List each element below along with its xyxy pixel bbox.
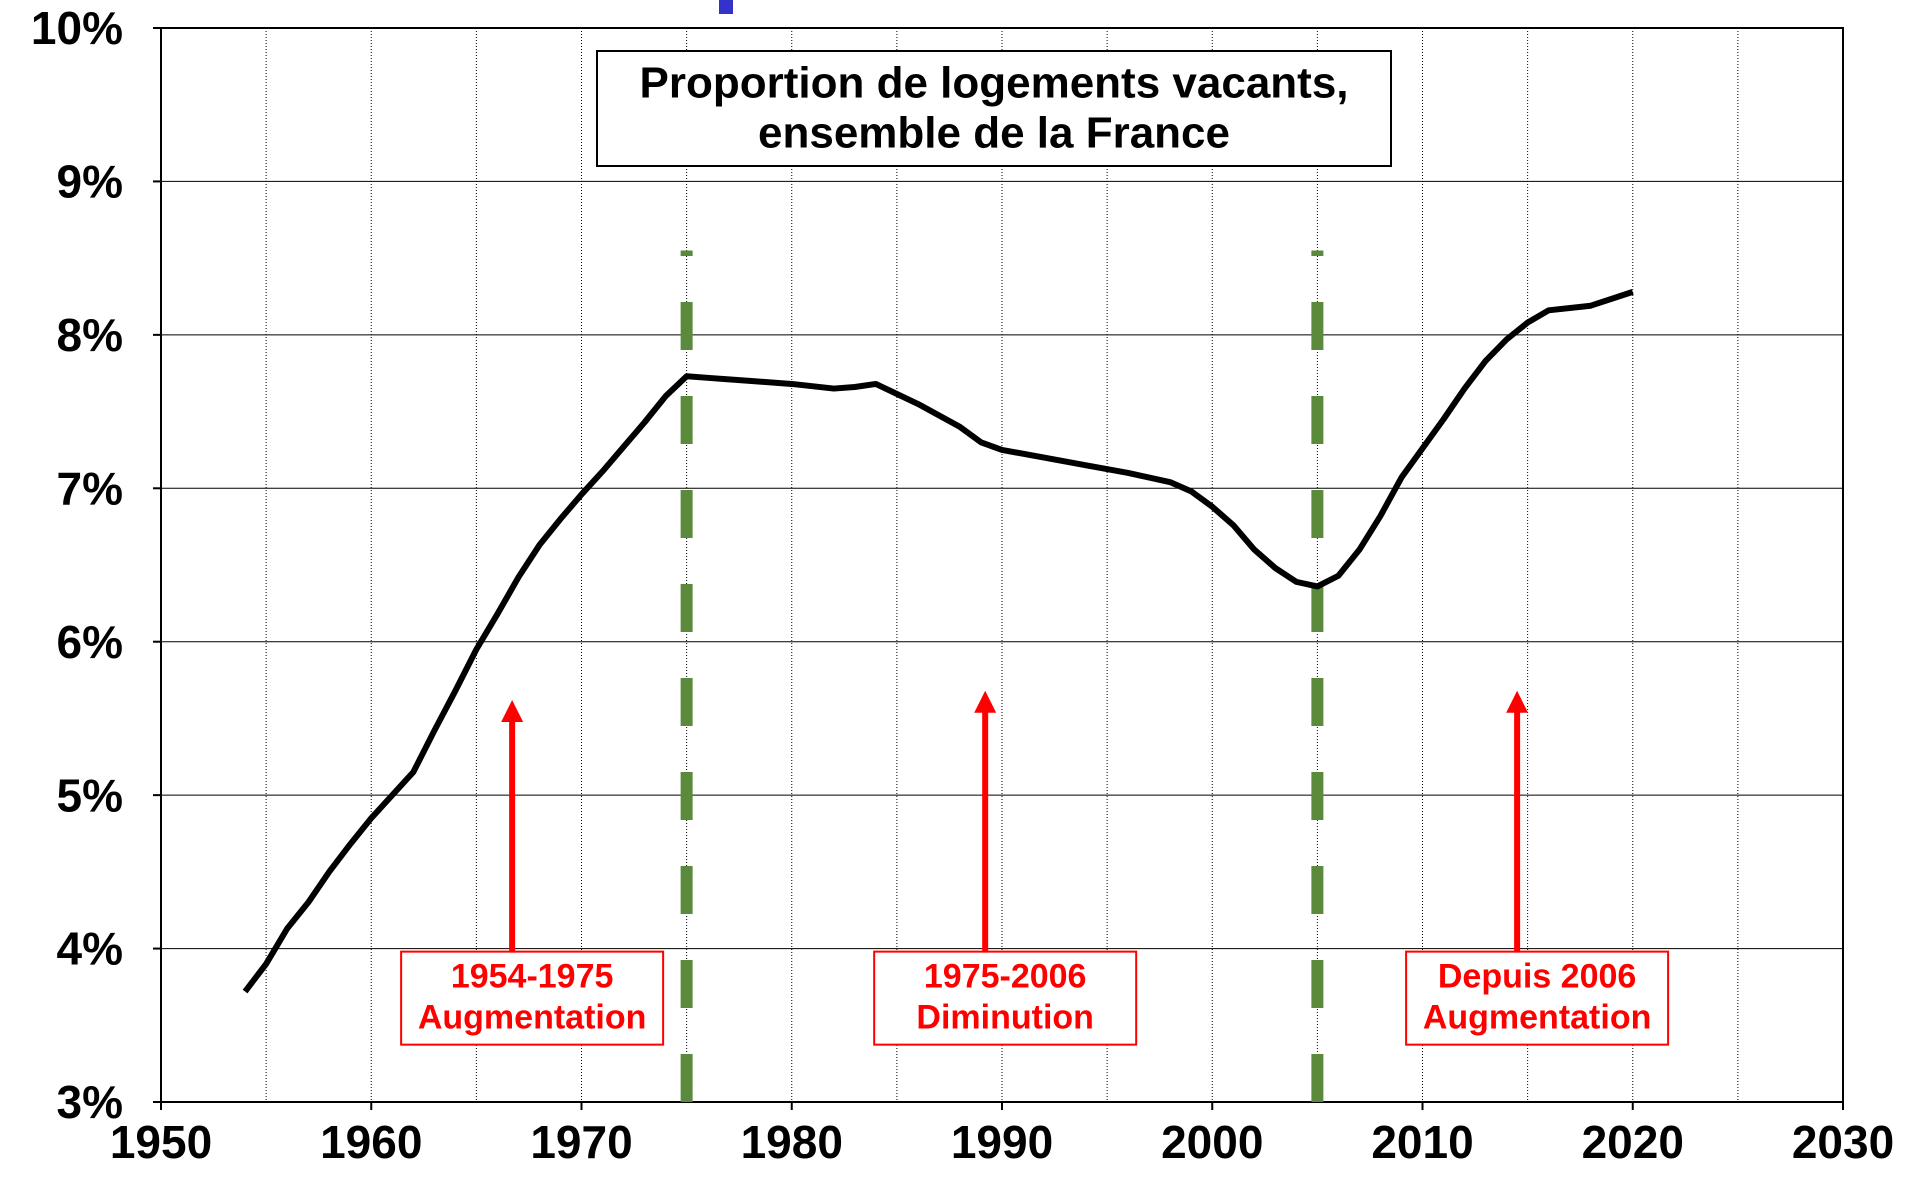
- y-tick-label: 7%: [57, 462, 123, 514]
- arrow-head: [1506, 690, 1529, 713]
- chart-title: Proportion de logements vacants,: [639, 59, 1348, 108]
- x-tick-label: 1980: [741, 1116, 843, 1168]
- y-tick-label: 9%: [57, 156, 123, 208]
- x-tick-label: 2010: [1371, 1116, 1473, 1168]
- annotation-text: Augmentation: [418, 999, 647, 1037]
- x-tick-label: 1950: [110, 1116, 212, 1168]
- chart-title: ensemble de la France: [758, 109, 1230, 158]
- annotation-text: Diminution: [916, 999, 1094, 1037]
- x-tick-label: 1960: [320, 1116, 422, 1168]
- x-tick-label: 2000: [1161, 1116, 1263, 1168]
- y-tick-label: 10%: [31, 2, 123, 54]
- y-tick-label: 3%: [57, 1076, 123, 1128]
- y-tick-label: 8%: [57, 309, 123, 361]
- x-tick-label: 2020: [1582, 1116, 1684, 1168]
- title-box: [596, 50, 1392, 167]
- clipped-mark: [719, 0, 733, 14]
- annotation-text: Depuis 2006: [1438, 958, 1636, 996]
- arrow-head: [974, 690, 997, 713]
- x-tick-label: 1990: [951, 1116, 1053, 1168]
- annotation-box: [400, 950, 665, 1046]
- x-tick-label: 2030: [1792, 1116, 1894, 1168]
- annotation-box: [873, 950, 1138, 1046]
- annotation-text: 1975-2006: [924, 958, 1087, 996]
- arrow-head: [501, 700, 524, 723]
- annotation-text: 1954-1975: [451, 958, 614, 996]
- y-tick-label: 6%: [57, 616, 123, 668]
- y-tick-label: 4%: [57, 923, 123, 975]
- x-tick-label: 1970: [530, 1116, 632, 1168]
- data-line: [242, 289, 1634, 994]
- annotation-text: Augmentation: [1423, 999, 1652, 1037]
- annotation-box: [1405, 950, 1670, 1046]
- y-tick-label: 5%: [57, 769, 123, 821]
